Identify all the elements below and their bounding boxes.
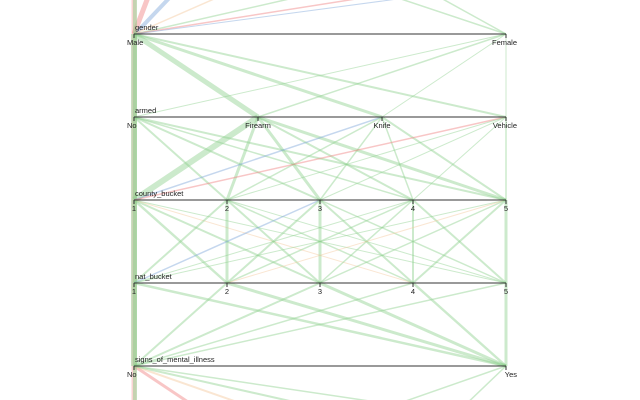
ribbon-link xyxy=(442,0,507,35)
ribbon-link xyxy=(401,0,507,35)
ribbon-link xyxy=(133,365,368,400)
ribbon-link xyxy=(319,199,507,284)
category-label: Knife xyxy=(373,121,390,130)
ribbon-link xyxy=(132,31,260,120)
category-label: Female xyxy=(492,38,517,47)
ribbon-link xyxy=(412,116,507,201)
ribbon-link xyxy=(319,116,383,201)
category-label: Firearm xyxy=(245,121,271,130)
category-label: Yes xyxy=(505,370,517,379)
category-label: 2 xyxy=(225,287,229,296)
ribbon-link xyxy=(412,199,507,284)
axis-gender: gender Male Female xyxy=(127,23,517,47)
ribbon-link xyxy=(133,282,507,367)
ribbon-link xyxy=(133,116,414,201)
ribbons xyxy=(131,0,508,400)
category-label: 2 xyxy=(225,204,229,213)
ribbon-link xyxy=(133,281,507,368)
ribbon-link xyxy=(412,199,507,284)
ribbon-link xyxy=(133,116,321,201)
category-label: 4 xyxy=(411,204,415,213)
ribbon-link xyxy=(226,199,507,284)
ribbon-link xyxy=(319,116,507,201)
ribbon-link xyxy=(256,116,322,201)
ribbon-link xyxy=(226,199,414,284)
ribbon-link xyxy=(134,0,394,35)
ribbon-link xyxy=(226,199,414,284)
ribbon-link xyxy=(133,199,321,284)
ribbon-link xyxy=(133,116,228,201)
ribbon-link xyxy=(226,199,321,284)
ribbon-link xyxy=(133,116,507,201)
category-label: No xyxy=(127,370,137,379)
axis-armed: armed No Firearm Knife Vehicle xyxy=(127,106,517,130)
axes: gender Male Female armed No Firearm Knife Vehic… xyxy=(127,23,517,379)
ribbon-link xyxy=(133,32,383,119)
ribbon-link xyxy=(133,199,507,284)
ribbon-link xyxy=(226,199,321,284)
ribbon-link xyxy=(381,116,507,201)
ribbon-link xyxy=(225,116,260,201)
axis-title: county_bucket xyxy=(135,189,184,198)
ribbon-link xyxy=(319,199,414,284)
ribbon-link xyxy=(226,116,507,201)
axis-county-bucket: county_bucket 1 2 3 4 5 xyxy=(132,189,508,213)
ribbon-link xyxy=(226,281,507,368)
category-label: Vehicle xyxy=(493,121,517,130)
category-label: 3 xyxy=(318,287,322,296)
category-label: 5 xyxy=(504,287,508,296)
ribbon-link xyxy=(133,199,228,284)
ribbon-link xyxy=(134,0,289,35)
ribbon-link xyxy=(133,116,507,201)
ribbon-link xyxy=(133,199,414,284)
ribbon-link xyxy=(133,199,414,284)
axis-title: armed xyxy=(135,106,156,115)
ribbon-link xyxy=(381,116,414,201)
ribbon-link xyxy=(133,364,188,400)
category-label: Male xyxy=(127,38,143,47)
category-label: 1 xyxy=(132,287,136,296)
ribbon-link xyxy=(133,199,321,284)
ribbon-link xyxy=(226,199,507,284)
ribbon-link xyxy=(226,116,383,201)
category-label: 4 xyxy=(411,287,415,296)
axis-title: signs_of_mental_illness xyxy=(135,355,215,364)
ribbon-link xyxy=(319,199,507,284)
ribbon-link xyxy=(133,365,291,400)
axis-signs-of-mental-illness: signs_of_mental_illness No Yes xyxy=(127,355,517,379)
ribbon-link xyxy=(133,199,507,284)
ribbon-link xyxy=(257,115,507,202)
ribbon-link xyxy=(381,33,507,118)
axis-title: nat_bucket xyxy=(135,272,173,281)
ribbon-link xyxy=(133,33,507,118)
category-label: 1 xyxy=(132,204,136,213)
ribbon-link xyxy=(406,365,507,400)
ribbon-link xyxy=(469,365,507,400)
ribbon-link xyxy=(133,199,228,284)
ribbon-link xyxy=(133,0,171,36)
ribbon-link xyxy=(133,282,321,367)
ribbon-link xyxy=(133,282,414,367)
ribbon-link xyxy=(257,116,414,201)
category-label: No xyxy=(127,121,137,130)
axis-title: gender xyxy=(135,23,159,32)
ribbon-link xyxy=(133,33,507,118)
ribbon-link xyxy=(133,282,228,367)
axis-nat-bucket: nat_bucket 1 2 3 4 5 xyxy=(132,272,508,296)
ribbon-link xyxy=(133,116,383,201)
ribbon-link xyxy=(133,0,214,35)
ribbon-link xyxy=(257,33,507,118)
ribbon-link xyxy=(132,114,260,203)
ribbon-link xyxy=(319,281,507,368)
ribbon-link xyxy=(133,365,235,400)
category-label: 3 xyxy=(318,204,322,213)
ribbon-link xyxy=(133,0,355,35)
ribbon-link xyxy=(412,282,507,367)
category-label: 5 xyxy=(504,204,508,213)
ribbon-link xyxy=(319,199,414,284)
